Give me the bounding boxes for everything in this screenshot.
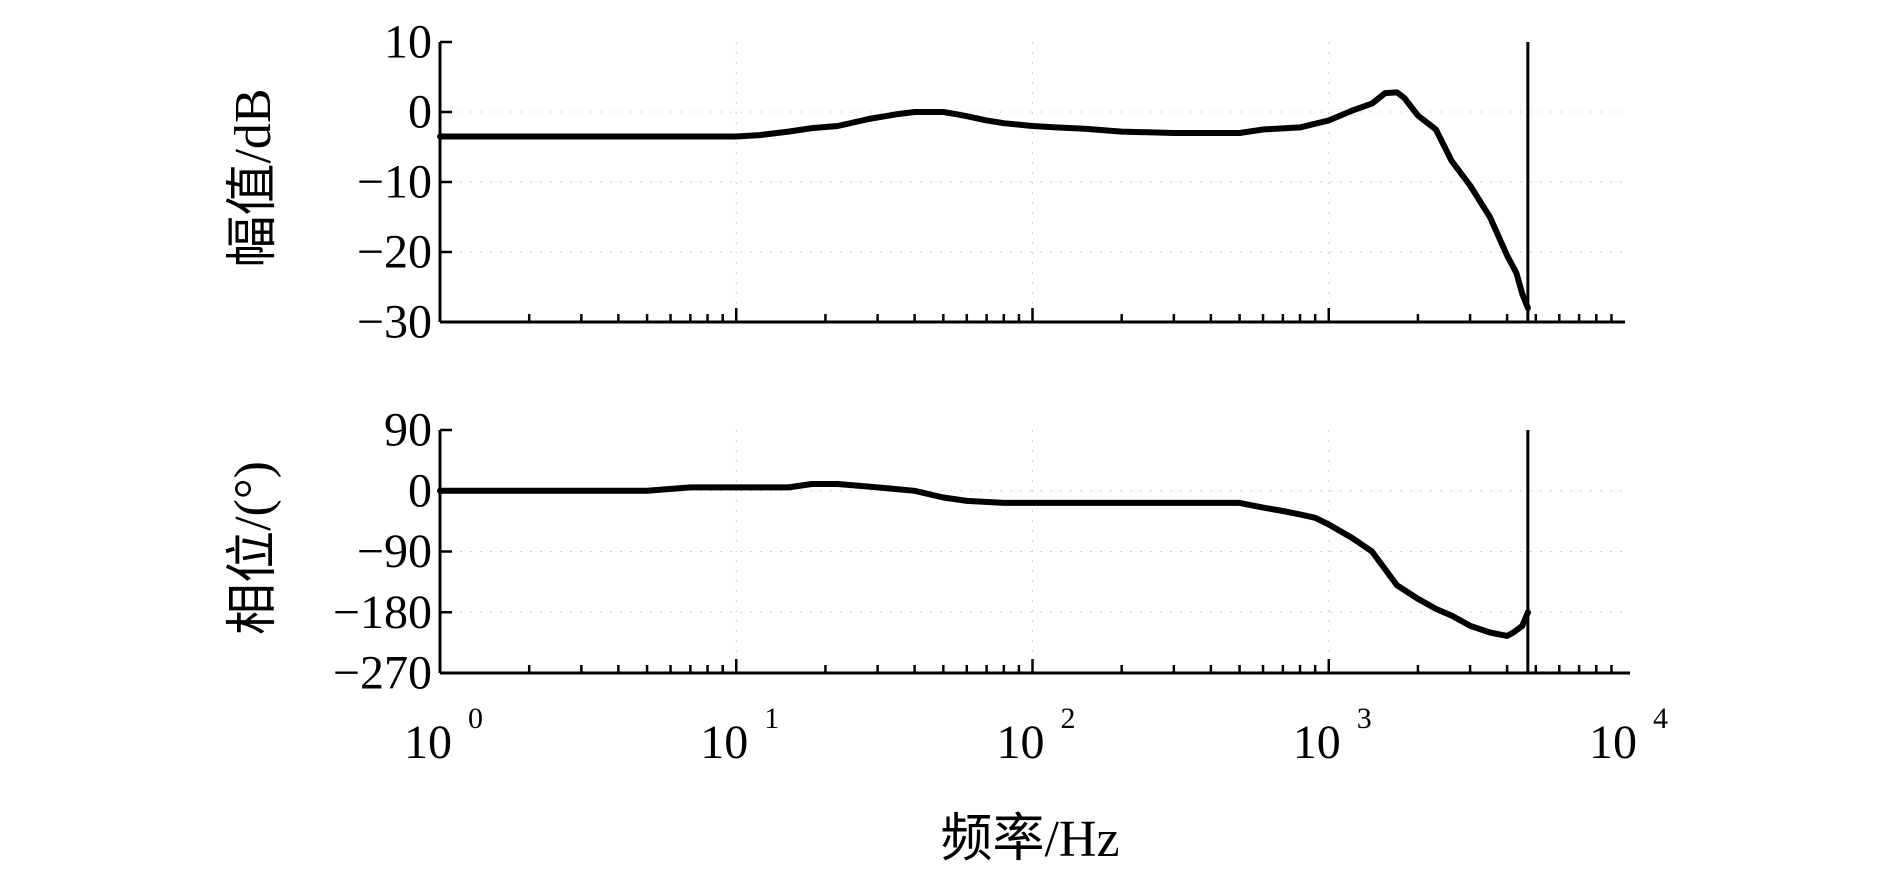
xtick-label-0: 10	[404, 716, 452, 769]
xtick-label-2: 10	[997, 716, 1045, 769]
xtick-exponent-3: 3	[1357, 702, 1372, 735]
phase-series-line	[437, 481, 1531, 639]
phase-ylabel: 相位/(°)	[225, 461, 282, 635]
mag-ytick-label-2: −10	[357, 156, 432, 209]
phase-ytick-label-1: 0	[408, 464, 432, 517]
phase-ytick-label-0: 90	[384, 404, 432, 457]
mag-series-line	[437, 89, 1531, 311]
phase-ytick-label-4: −270	[333, 647, 432, 700]
xtick-label-4: 10	[1589, 716, 1637, 769]
xtick-exponent-0: 0	[468, 702, 483, 735]
xlabel: 频率/Hz	[940, 811, 1119, 868]
mag-ytick-label-3: −20	[357, 226, 432, 279]
xtick-exponent-1: 1	[764, 702, 779, 735]
magnitude-ylabel: 幅值/dB	[225, 88, 282, 267]
magnitude-panel: 10 0 −10 −20 −30	[357, 16, 1625, 349]
phase-ytick-label-3: −180	[333, 586, 432, 639]
phase-ytick-label-2: −90	[357, 525, 432, 578]
xtick-exponent-4: 4	[1653, 702, 1668, 735]
xtick-label-3: 10	[1293, 716, 1341, 769]
mag-ytick-label-4: −30	[357, 296, 432, 349]
mag-ytick-label-1: 0	[408, 86, 432, 139]
xtick-exponent-2: 2	[1061, 702, 1076, 735]
xtick-label-1: 10	[700, 716, 748, 769]
phase-panel: 90 0 −90 −180 −270 10 0 10 1 10 2 10 3 10 4	[333, 404, 1668, 770]
mag-ytick-label-0: 10	[384, 16, 432, 69]
